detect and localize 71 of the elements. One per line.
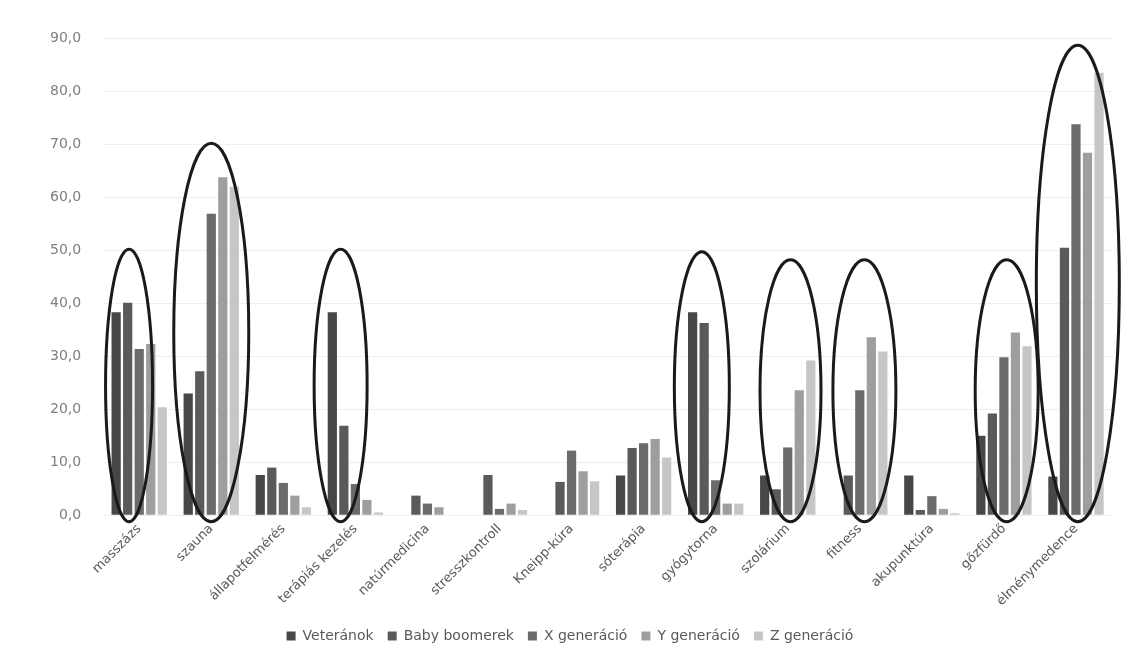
bar — [123, 302, 133, 515]
y-tick-label: 60,0 — [50, 187, 82, 204]
legend-label: X generáció — [543, 626, 628, 643]
bar — [999, 357, 1009, 515]
bar — [927, 496, 937, 515]
bar — [806, 360, 816, 515]
bar — [411, 495, 421, 515]
bar — [278, 482, 288, 515]
bar — [760, 475, 770, 515]
bar — [373, 512, 384, 515]
bar — [650, 438, 660, 515]
bar — [1094, 72, 1104, 515]
bar — [662, 457, 672, 515]
bar — [506, 503, 516, 515]
bar — [555, 481, 565, 515]
bar — [627, 447, 637, 515]
bar — [483, 474, 493, 515]
y-tick-label: 70,0 — [50, 135, 82, 152]
bar — [639, 443, 649, 515]
bar — [434, 507, 444, 515]
bar — [494, 508, 505, 515]
bar — [134, 348, 144, 515]
bar — [878, 351, 888, 515]
y-tick-label: 40,0 — [50, 293, 82, 310]
bar — [229, 186, 239, 515]
bar — [1010, 332, 1021, 515]
bar — [1022, 346, 1032, 515]
bar — [722, 503, 732, 515]
bar — [1071, 124, 1081, 515]
bar — [206, 213, 216, 515]
bar — [794, 390, 804, 515]
bar — [327, 312, 337, 515]
bar — [255, 474, 265, 515]
bar — [578, 471, 588, 515]
bar — [866, 337, 876, 515]
bar — [615, 475, 626, 515]
bar — [290, 495, 300, 515]
bar — [699, 322, 709, 515]
bar — [267, 467, 277, 515]
bar — [339, 425, 349, 515]
bar — [915, 509, 925, 515]
bar — [855, 390, 865, 515]
bar — [195, 371, 205, 515]
legend-label: Y generáció — [656, 626, 740, 643]
y-tick-label: 10,0 — [50, 452, 82, 469]
legend-label: Z generáció — [769, 626, 854, 643]
bar — [301, 507, 311, 515]
bar — [422, 503, 433, 515]
bar — [517, 509, 528, 515]
y-tick-label: 80,0 — [50, 82, 82, 99]
bar — [111, 312, 121, 515]
legend-label: Veteránok — [302, 626, 375, 643]
bar — [218, 177, 228, 515]
y-tick-label: 30,0 — [50, 346, 82, 363]
bar — [688, 312, 698, 515]
bar — [904, 475, 914, 515]
y-tick-label: 0,0 — [58, 505, 82, 522]
bar — [566, 450, 577, 515]
bar — [734, 503, 744, 515]
bar — [987, 413, 997, 515]
bar — [590, 481, 600, 515]
bar — [362, 499, 372, 515]
bar — [938, 508, 948, 515]
y-tick-label: 90,0 — [50, 29, 82, 46]
bar — [157, 407, 167, 515]
y-tick-label: 50,0 — [50, 240, 82, 257]
legend-label: Baby boomerek — [403, 626, 515, 643]
bar — [1059, 247, 1070, 515]
y-tick-label: 20,0 — [50, 399, 82, 416]
bar — [1082, 152, 1093, 515]
bar — [783, 447, 793, 515]
